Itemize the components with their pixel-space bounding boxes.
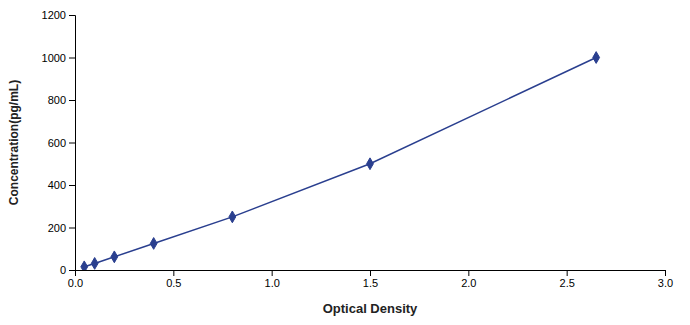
tick-label: 2.0 [461, 277, 476, 289]
tick-label: 3.0 [658, 277, 673, 289]
tick: 1.5 [363, 270, 378, 289]
axis-line [69, 16, 76, 271]
tick-label: 600 [48, 137, 66, 149]
tick: 2.0 [461, 270, 476, 289]
tick: 1200 [42, 9, 75, 21]
tick-label: 1.0 [265, 277, 280, 289]
tick: 3.0 [658, 270, 673, 289]
marker [111, 251, 118, 263]
y-axis-title: Concentration(pg/mL) [7, 80, 21, 205]
tick-label: 1200 [42, 9, 66, 21]
tick-mark [69, 15, 75, 16]
tick-mark [69, 228, 75, 229]
tick-mark [665, 270, 666, 276]
tick-mark [173, 270, 174, 276]
tick-mark [69, 185, 75, 186]
tick: 200 [48, 222, 75, 234]
y-axis: 0 200 400 600 800 1000 1200 [42, 9, 76, 276]
tick-mark [468, 270, 469, 276]
tick-label: 200 [48, 222, 66, 234]
marker [150, 238, 157, 250]
x-axis-title: Optical Density [323, 301, 418, 316]
tick-mark [370, 270, 371, 276]
tick-mark [69, 270, 75, 271]
tick: 600 [48, 137, 75, 149]
marker [91, 258, 98, 270]
tick: 2.5 [560, 270, 575, 289]
tick: 1.0 [265, 270, 280, 289]
marks [81, 52, 600, 270]
tick-label: 800 [48, 94, 66, 106]
marker [81, 261, 88, 270]
plot: 0.0 0.5 1.0 1.5 2.0 2.5 3.0 0 200 400 600 800 1000 12… [42, 9, 674, 289]
tick: 400 [48, 179, 75, 191]
tick-mark [69, 143, 75, 144]
tick-label: 1.5 [363, 277, 378, 289]
x-axis: 0.0 0.5 1.0 1.5 2.0 2.5 3.0 [68, 270, 673, 289]
tick: 1000 [42, 52, 75, 64]
line [84, 58, 596, 267]
marker [593, 52, 600, 64]
tick-label: 0.5 [166, 277, 181, 289]
tick-mark [272, 270, 273, 276]
tick: 0.0 [68, 270, 83, 289]
tick-mark [567, 270, 568, 276]
marker [367, 158, 374, 170]
tick-label: 1000 [42, 52, 66, 64]
marker [229, 211, 236, 223]
tick-mark [69, 100, 75, 101]
tick: 0 [60, 264, 75, 276]
tick-label: 0 [60, 264, 66, 276]
tick-mark [69, 58, 75, 59]
tick: 800 [48, 94, 75, 106]
tick-label: 0.0 [68, 277, 83, 289]
tick-label: 2.5 [560, 277, 575, 289]
tick-label: 400 [48, 179, 66, 191]
tick: 0.5 [166, 270, 181, 289]
axis-line [76, 271, 666, 277]
chart: 0.0 0.5 1.0 1.5 2.0 2.5 3.0 0 200 400 600 800 1000 12… [0, 0, 690, 325]
